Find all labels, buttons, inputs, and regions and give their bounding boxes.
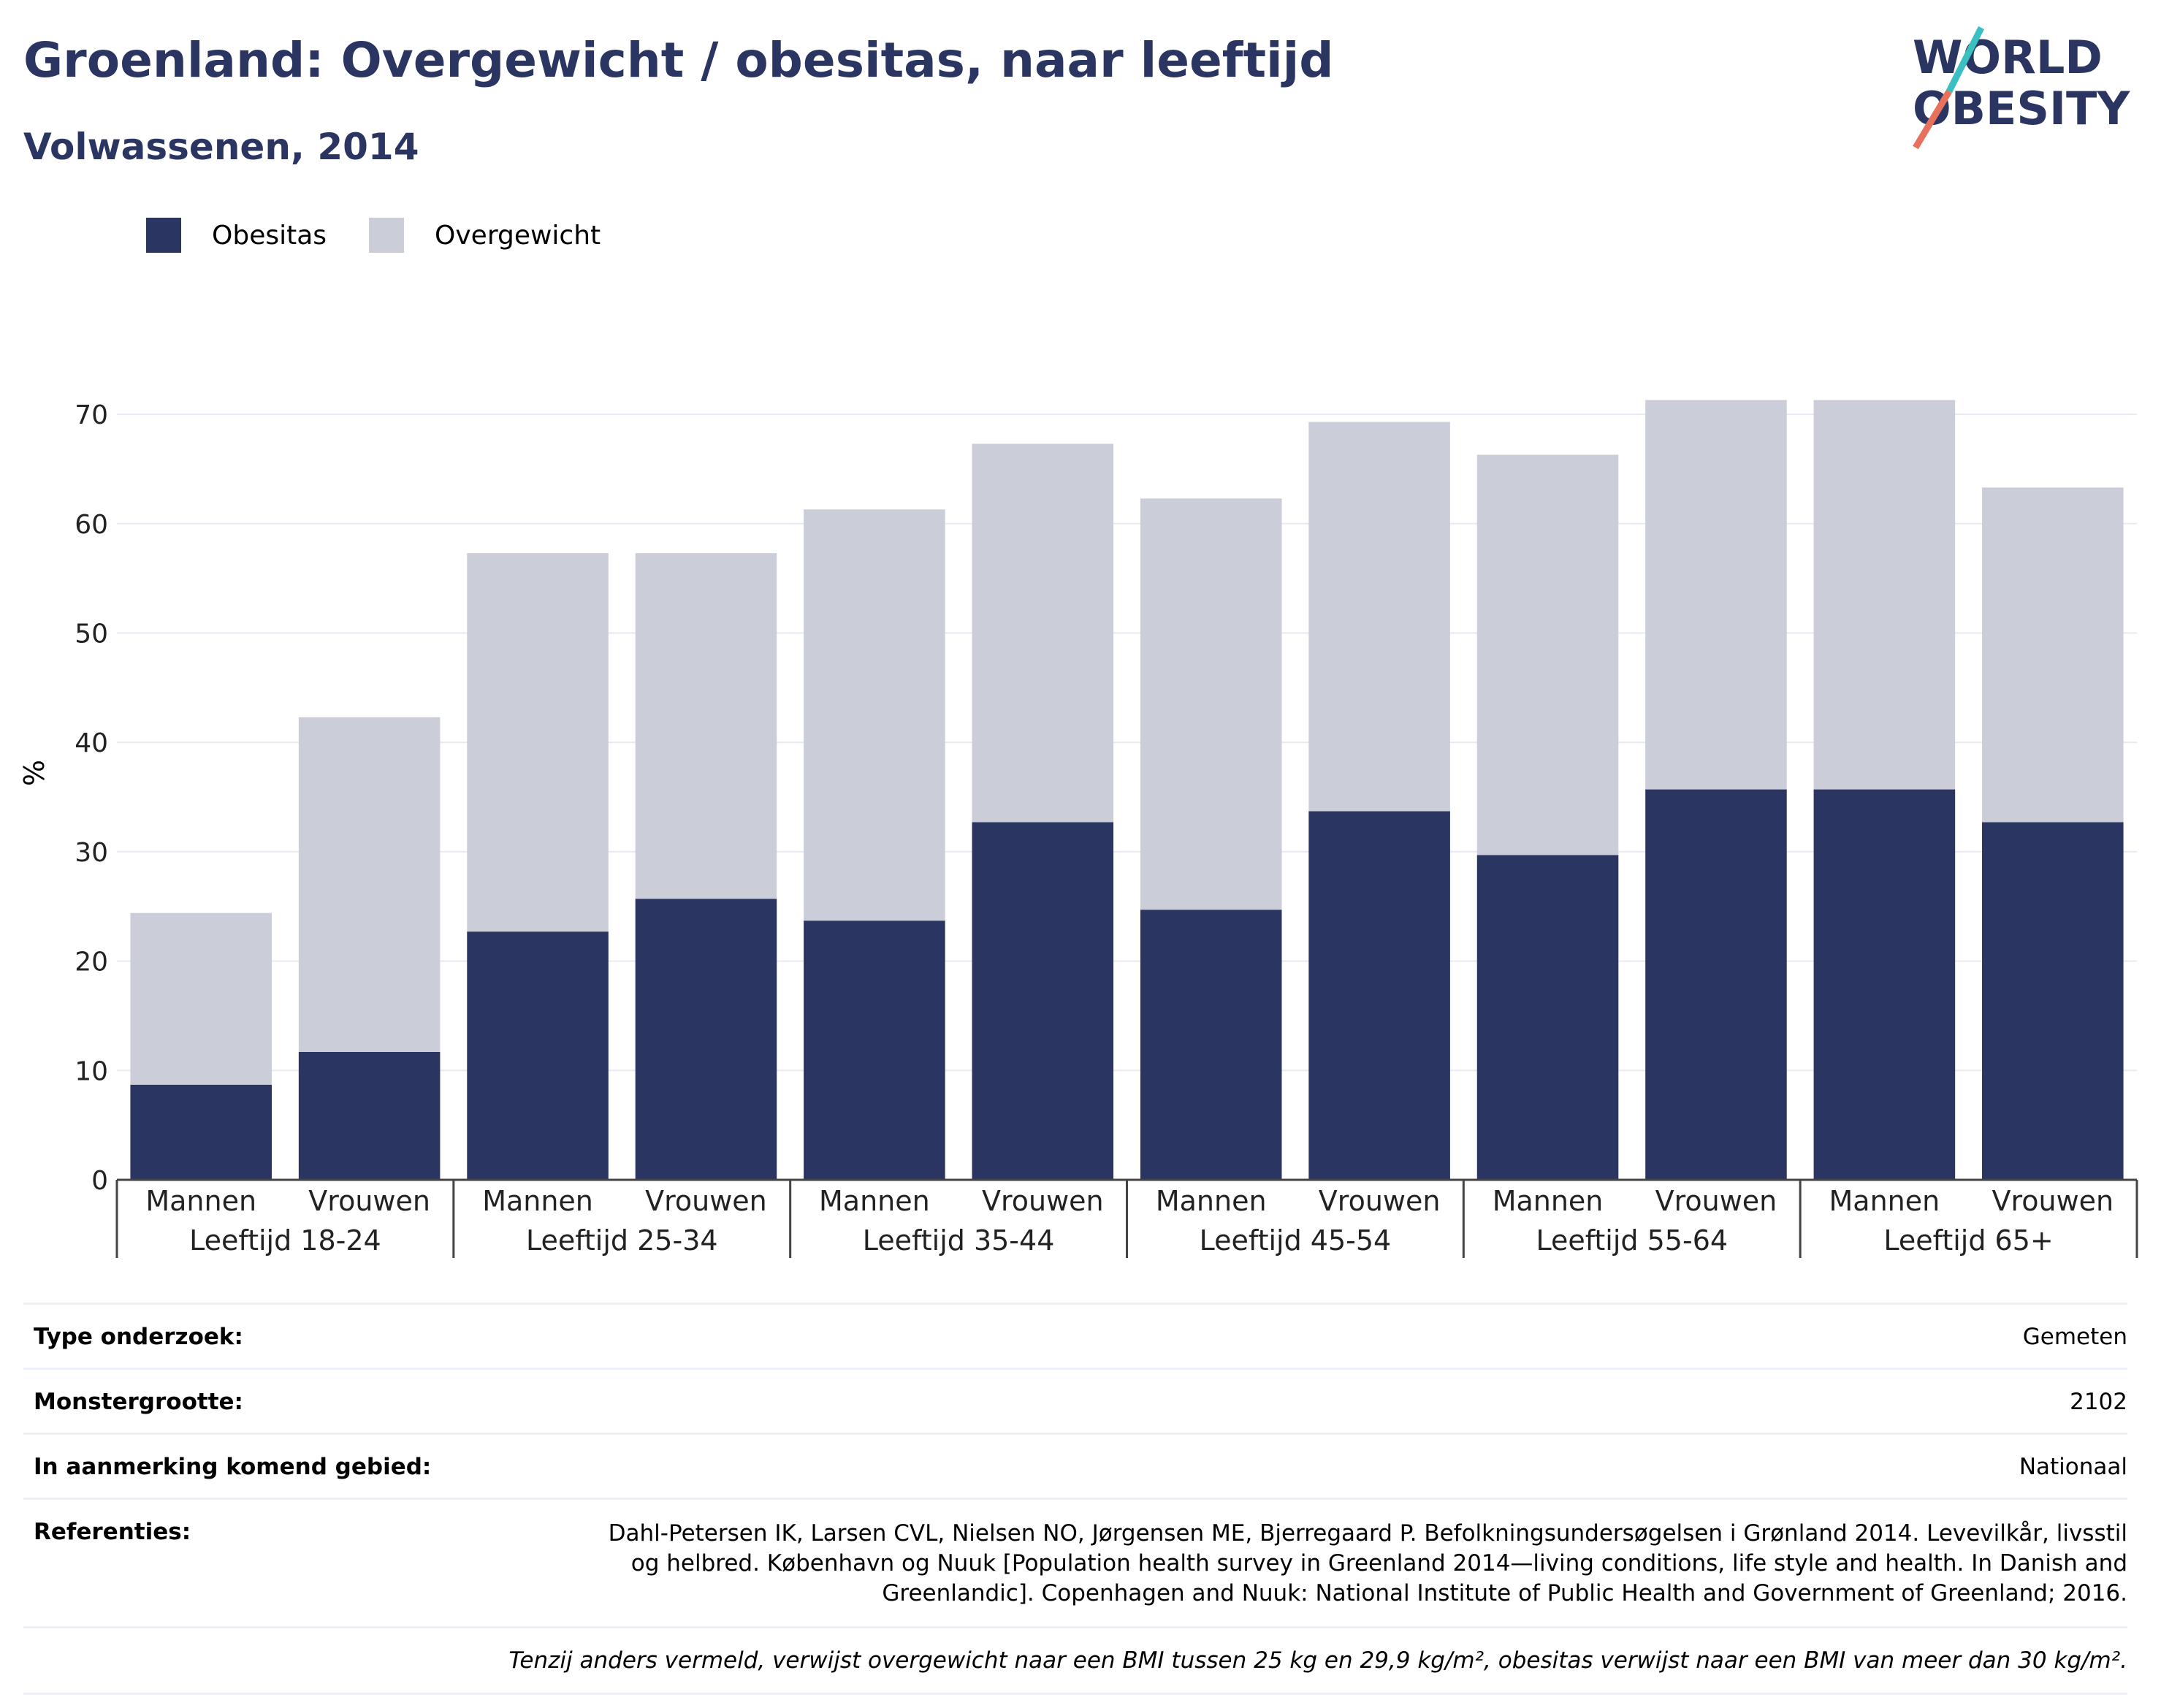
group-label: Leeftijd 35-44: [863, 1224, 1055, 1257]
legend-label-obesitas: Obesitas: [212, 220, 327, 251]
info-row-area: In aanmerking komend gebied: Nationaal: [23, 1433, 2127, 1498]
info-label: Monstergrootte:: [34, 1389, 243, 1415]
x-tick-label: Vrouwen: [1319, 1185, 1441, 1217]
info-label: Type onderzoek:: [34, 1324, 243, 1350]
y-tick-label: 20: [75, 948, 108, 977]
info-row-sample: Monstergrootte: 2102: [23, 1368, 2127, 1433]
group-label: Leeftijd 25-34: [526, 1224, 718, 1257]
y-tick-label: 10: [75, 1056, 108, 1086]
x-tick-label: Mannen: [482, 1185, 593, 1217]
bar-obesitas: [635, 899, 777, 1180]
info-value: Gemeten: [2022, 1324, 2127, 1350]
info-value: 2102: [2070, 1389, 2127, 1415]
bar-obesitas: [1645, 789, 1787, 1180]
legend-swatch-overgewicht: [369, 218, 405, 253]
info-row-type: Type onderzoek: Gemeten: [23, 1303, 2127, 1368]
bar-overgewicht: [1140, 498, 1282, 910]
bars: [130, 400, 2124, 1180]
bar-overgewicht: [298, 717, 441, 1052]
bar-obesitas: [298, 1051, 441, 1180]
bar-obesitas: [1476, 855, 1619, 1180]
bar-obesitas: [1813, 789, 1956, 1180]
y-tick-label: 40: [75, 728, 108, 758]
info-label: In aanmerking komend gebied:: [34, 1454, 432, 1480]
legend-label-overgewicht: Overgewicht: [435, 220, 601, 251]
gridlines: [117, 413, 2137, 1072]
x-tick-label: Mannen: [1829, 1185, 1940, 1217]
axes: 0 10 20 30 40 50 60 70 Mannen Vrouwen Mannen Vrouwe…: [75, 400, 2138, 1258]
info-table: Type onderzoek: Gemeten Monstergrootte: …: [23, 1303, 2127, 1695]
x-tick-label: Vrouwen: [1655, 1185, 1777, 1217]
bar-obesitas: [467, 931, 609, 1180]
bar-obesitas: [1140, 910, 1282, 1180]
bar-obesitas: [1982, 822, 2124, 1180]
x-tick-label: Mannen: [1156, 1185, 1267, 1217]
group-label: Leeftijd 55-64: [1536, 1224, 1728, 1257]
footnote: Tenzij anders vermeld, verwijst overgewi…: [23, 1626, 2127, 1695]
y-tick-label: 0: [91, 1166, 108, 1196]
x-tick-label: Mannen: [145, 1185, 256, 1217]
legend-swatch-obesitas: [146, 218, 181, 253]
logo-word-1: WORLD: [1913, 31, 2103, 84]
x-tick-label: Mannen: [819, 1185, 930, 1217]
bar-overgewicht: [1476, 454, 1619, 855]
x-tick-label: Vrouwen: [308, 1185, 430, 1217]
bar-obesitas: [130, 1084, 272, 1180]
bar-overgewicht: [1982, 487, 2124, 823]
page-title: Groenland: Overgewicht / obesitas, naar …: [23, 32, 1334, 88]
legend-item-obesitas: Obesitas: [146, 218, 327, 253]
bar-overgewicht: [635, 553, 777, 899]
y-tick-label: 50: [75, 619, 108, 649]
info-value: Nationaal: [2019, 1454, 2127, 1480]
bar-overgewicht: [1308, 422, 1450, 812]
logo-slash-bottom: [1913, 89, 1952, 150]
bar-overgewicht: [1813, 400, 1956, 790]
info-value: Dahl-Petersen IK, Larsen CVL, Nielsen NO…: [608, 1520, 2127, 1606]
x-tick-label: Vrouwen: [645, 1185, 767, 1217]
y-tick-label: 60: [75, 510, 108, 540]
info-row-references: Referenties: Dahl-Petersen IK, Larsen CV…: [23, 1498, 2127, 1626]
info-label: Referenties:: [34, 1519, 191, 1545]
group-label: Leeftijd 18-24: [189, 1224, 381, 1257]
bar-overgewicht: [804, 509, 945, 921]
logo-slash-top: [1945, 26, 1985, 94]
bar-overgewicht: [467, 553, 609, 932]
page-subtitle: Volwassenen, 2014: [23, 126, 419, 168]
y-tick-label: 30: [75, 838, 108, 868]
stacked-bar-chart: 0 10 20 30 40 50 60 70 Mannen Vrouwen Mannen Vrouwe…: [18, 400, 2138, 1258]
y-tick-label: 70: [75, 400, 108, 430]
bar-overgewicht: [130, 912, 272, 1085]
y-axis-label: %: [18, 760, 50, 786]
legend-item-overgewicht: Overgewicht: [369, 218, 601, 253]
x-tick-label: Vrouwen: [982, 1185, 1104, 1217]
group-label: Leeftijd 65+: [1883, 1224, 2053, 1257]
chart-legend: Obesitas Overgewicht: [146, 218, 643, 253]
bar-overgewicht: [1645, 400, 1787, 790]
bar-obesitas: [972, 822, 1114, 1180]
bar-overgewicht: [972, 443, 1114, 823]
group-label: Leeftijd 45-54: [1200, 1224, 1392, 1257]
bar-obesitas: [1308, 811, 1450, 1180]
bar-obesitas: [804, 920, 945, 1180]
x-tick-label: Mannen: [1493, 1185, 1604, 1217]
world-obesity-logo: WORLD OBESITY: [1913, 26, 2130, 150]
x-tick-label: Vrouwen: [1992, 1185, 2114, 1217]
